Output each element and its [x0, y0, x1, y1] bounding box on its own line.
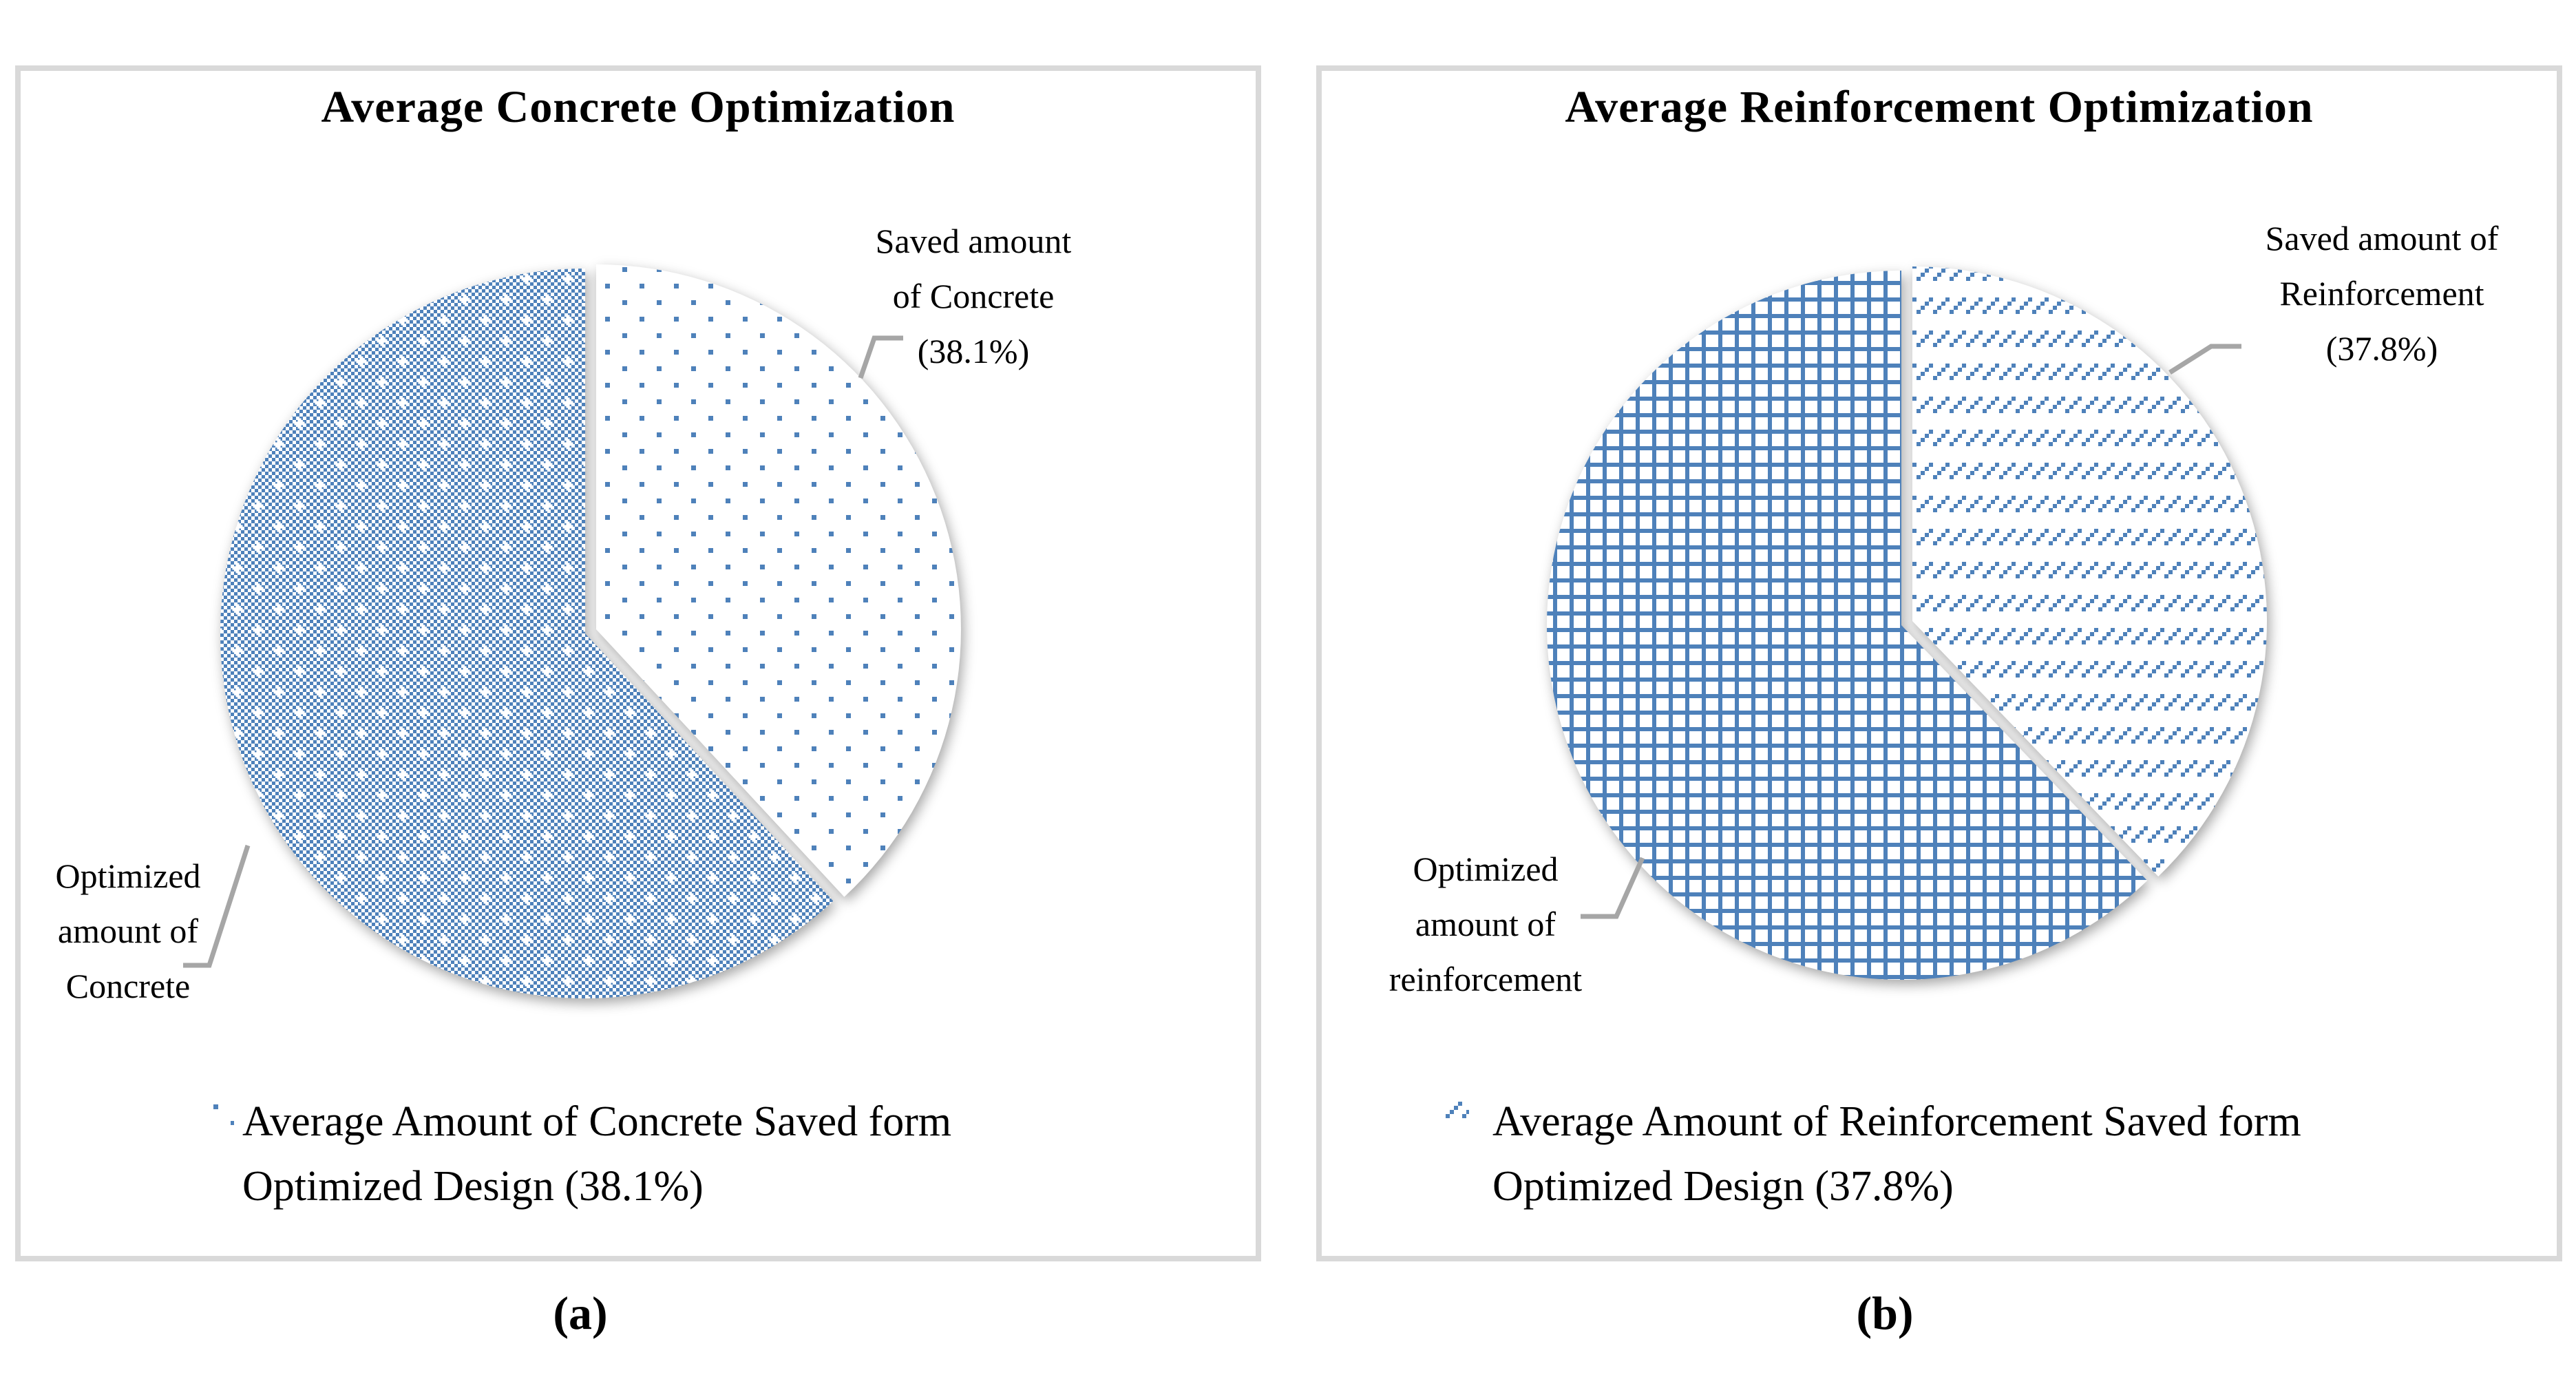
- pie-b-label-saved: Saved amount of Reinforcement (37.8%): [2203, 211, 2561, 376]
- pie-b-label-optimized-line2: amount of: [1415, 905, 1556, 943]
- pie-b-label-optimized-line3: reinforcement: [1389, 960, 1583, 998]
- legend-b-marker-diagonal-icon: [1446, 1102, 1469, 1125]
- chart-a-title: Average Concrete Optimization: [321, 82, 956, 132]
- leader-line-a-saved: [858, 335, 903, 379]
- pie-b-label-optimized-line1: Optimized: [1413, 850, 1559, 888]
- pie-a-label-optimized-line3: Concrete: [65, 967, 191, 1005]
- pie-a-label-saved-line3: (38.1%): [917, 332, 1030, 370]
- legend-a: Average Amount of Concrete Saved form Op…: [242, 1089, 1165, 1219]
- leader-line-b-saved: [2168, 344, 2241, 375]
- pie-b-slice-saved: [1912, 266, 2268, 877]
- legend-a-line2: Optimized Design (38.1%): [242, 1163, 704, 1210]
- pie-a-label-saved: Saved amount of Concrete (38.1%): [801, 213, 1146, 379]
- pie-a-label-saved-line1: Saved amount: [875, 222, 1072, 260]
- pie-a-label-optimized-line2: amount of: [57, 912, 199, 950]
- legend-b: Average Amount of Reinforcement Saved fo…: [1492, 1089, 2498, 1219]
- legend-b-line1: Average Amount of Reinforcement Saved fo…: [1492, 1098, 2301, 1145]
- pie-b-label-optimized: Optimized amount of reinforcement: [1375, 841, 1596, 1007]
- pie-b-label-saved-line3: (37.8%): [2325, 329, 2438, 368]
- caption-a: (a): [553, 1287, 608, 1339]
- pie-b-label-saved-line2: Reinforcement: [2279, 274, 2484, 313]
- pie-a-label-saved-line2: of Concrete: [892, 277, 1055, 315]
- leader-line-a-optimized: [183, 844, 251, 968]
- legend-b-line2: Optimized Design (37.8%): [1492, 1163, 1954, 1210]
- caption-b: (b): [1856, 1287, 1914, 1339]
- leader-line-b-optimized: [1581, 857, 1645, 919]
- chart-panel-b-frame: [1316, 65, 2562, 1261]
- pie-a-slice-saved: [596, 264, 961, 897]
- chart-b-title: Average Reinforcement Optimization: [1565, 82, 2314, 132]
- pie-b-label-saved-line1: Saved amount of: [2265, 219, 2499, 258]
- pie-a-slice-optimized-plus-texture: [220, 269, 834, 998]
- pie-a-label-optimized: Optimized amount of Concrete: [18, 848, 238, 1014]
- legend-a-marker-dots-icon: [211, 1102, 234, 1125]
- legend-a-line1: Average Amount of Concrete Saved form: [242, 1098, 952, 1145]
- pie-b-slice-optimized: [1547, 271, 2148, 980]
- pie-a-label-optimized-line1: Optimized: [55, 857, 201, 895]
